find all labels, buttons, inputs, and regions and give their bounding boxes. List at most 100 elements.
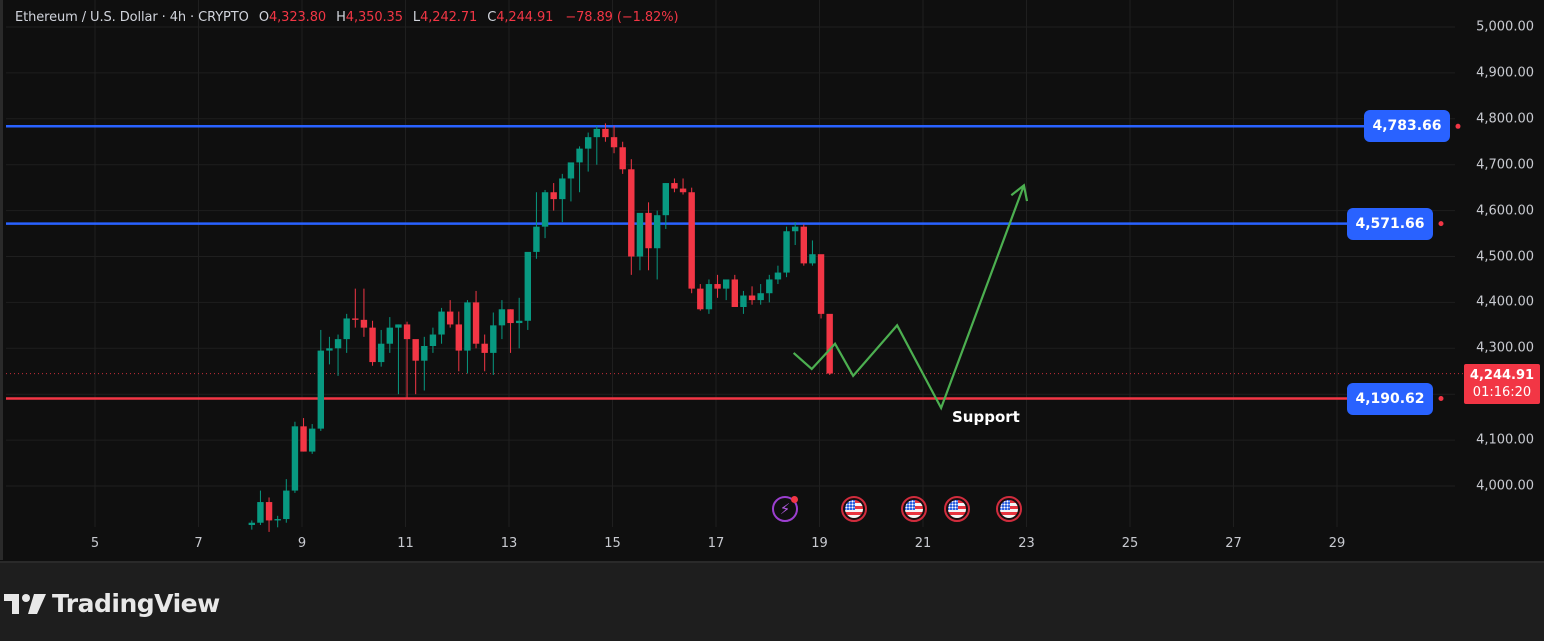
high-label: H <box>336 10 346 25</box>
candle <box>740 295 747 307</box>
candle <box>472 302 480 344</box>
arrow-head-icon <box>1010 183 1029 202</box>
notification-dot <box>791 496 798 503</box>
candle <box>446 311 454 325</box>
symbol-legend: Ethereum / U.S. Dollar · 4h · CRYPTO O4,… <box>15 10 679 25</box>
support-annotation[interactable]: Support <box>952 408 1020 426</box>
price-tick: 4,600.00 <box>1476 203 1534 219</box>
candle <box>248 522 256 526</box>
symbol-title[interactable]: Ethereum / U.S. Dollar · 4h · CRYPTO <box>15 10 249 25</box>
level-value: 4,190.62 <box>1355 391 1425 407</box>
candle <box>412 339 419 361</box>
candle <box>455 324 463 351</box>
projection-path <box>792 184 1025 411</box>
candle <box>697 288 704 310</box>
support-level-tag[interactable]: 4,190.62 <box>1347 383 1433 415</box>
candle <box>610 137 618 148</box>
low-label: L <box>412 10 421 25</box>
candle <box>524 251 532 321</box>
time-tick: 21 <box>914 536 932 551</box>
time-tick: 5 <box>90 536 100 551</box>
candle <box>636 212 644 257</box>
candle <box>515 320 523 324</box>
open-value: 4,323.80 <box>268 10 327 25</box>
candle <box>291 426 299 491</box>
level-alert-dot <box>1438 396 1444 402</box>
candle <box>714 284 721 289</box>
candle <box>731 279 739 307</box>
last-price-badge: 4,244.91 01:16:20 <box>1464 364 1540 404</box>
footer-bar: TradingView <box>0 561 1544 641</box>
candle <box>567 162 575 179</box>
candle <box>257 502 264 523</box>
chart-pane[interactable]: Ethereum / U.S. Dollar · 4h · CRYPTO O4,… <box>0 0 1544 560</box>
candle <box>826 313 833 374</box>
resistance-level-tag-lower[interactable]: 4,571.66 <box>1347 208 1433 240</box>
time-tick: 25 <box>1121 536 1139 551</box>
price-tick: 4,100.00 <box>1476 432 1534 448</box>
candle <box>688 192 695 289</box>
candle <box>593 128 601 138</box>
candle <box>559 178 566 200</box>
time-tick: 19 <box>811 536 828 551</box>
candle <box>274 519 281 521</box>
high-value: 4,350.35 <box>345 10 403 25</box>
lightning-bolt-icon[interactable]: ⚡ <box>772 496 798 522</box>
candle <box>671 183 678 189</box>
change-value: −78.89 (−1.82%) <box>565 10 679 25</box>
us-flag-icon[interactable] <box>996 496 1022 522</box>
candle <box>352 318 359 320</box>
candle <box>576 148 583 163</box>
us-flag-icon[interactable] <box>944 496 970 522</box>
candle <box>722 279 730 289</box>
candle <box>481 343 488 353</box>
candle <box>748 295 756 301</box>
candle <box>645 212 652 249</box>
brand-name: TradingView <box>52 589 220 618</box>
candle <box>817 254 825 314</box>
candle <box>386 327 394 344</box>
time-tick: 7 <box>194 536 203 551</box>
candle <box>377 343 385 363</box>
candle <box>300 426 307 452</box>
low-value: 4,242.71 <box>420 10 478 25</box>
price-tick: 5,000.00 <box>1476 19 1534 35</box>
us-flag-icon[interactable] <box>841 496 867 522</box>
candle <box>766 279 773 294</box>
price-tick: 4,700.00 <box>1476 157 1534 173</box>
candle <box>774 272 782 280</box>
candle <box>619 147 626 170</box>
level-alert-dot <box>1438 221 1444 227</box>
candle <box>283 490 290 520</box>
time-tick: 11 <box>397 536 414 551</box>
candle <box>369 327 376 363</box>
level-alert-dot <box>1455 123 1461 129</box>
close-label: C <box>487 10 497 25</box>
time-tick: 27 <box>1225 536 1242 551</box>
candle <box>628 169 635 257</box>
resistance-level-tag-upper[interactable]: 4,783.66 <box>1364 110 1450 142</box>
price-tick: 4,000.00 <box>1476 478 1534 494</box>
candle <box>541 192 549 227</box>
candle <box>317 350 325 429</box>
candle <box>550 192 557 200</box>
price-tick: 4,900.00 <box>1476 65 1534 81</box>
close-value: 4,244.91 <box>496 10 554 25</box>
candle <box>429 334 437 347</box>
candle <box>265 502 273 521</box>
candle <box>653 215 661 249</box>
candle <box>783 231 790 273</box>
last-price-value: 4,244.91 <box>1469 368 1535 383</box>
tradingview-logo[interactable]: TradingView <box>4 589 220 618</box>
us-flag-icon[interactable] <box>901 496 927 522</box>
candle <box>791 226 799 232</box>
candle <box>403 324 411 340</box>
level-value: 4,783.66 <box>1372 118 1442 134</box>
level-value: 4,571.66 <box>1355 216 1425 232</box>
price-tick: 4,400.00 <box>1476 294 1534 310</box>
time-tick: 23 <box>1018 536 1035 551</box>
candle <box>308 428 316 452</box>
candle <box>498 309 506 326</box>
candlestick-chart[interactable] <box>3 0 1544 560</box>
candle <box>757 293 764 301</box>
